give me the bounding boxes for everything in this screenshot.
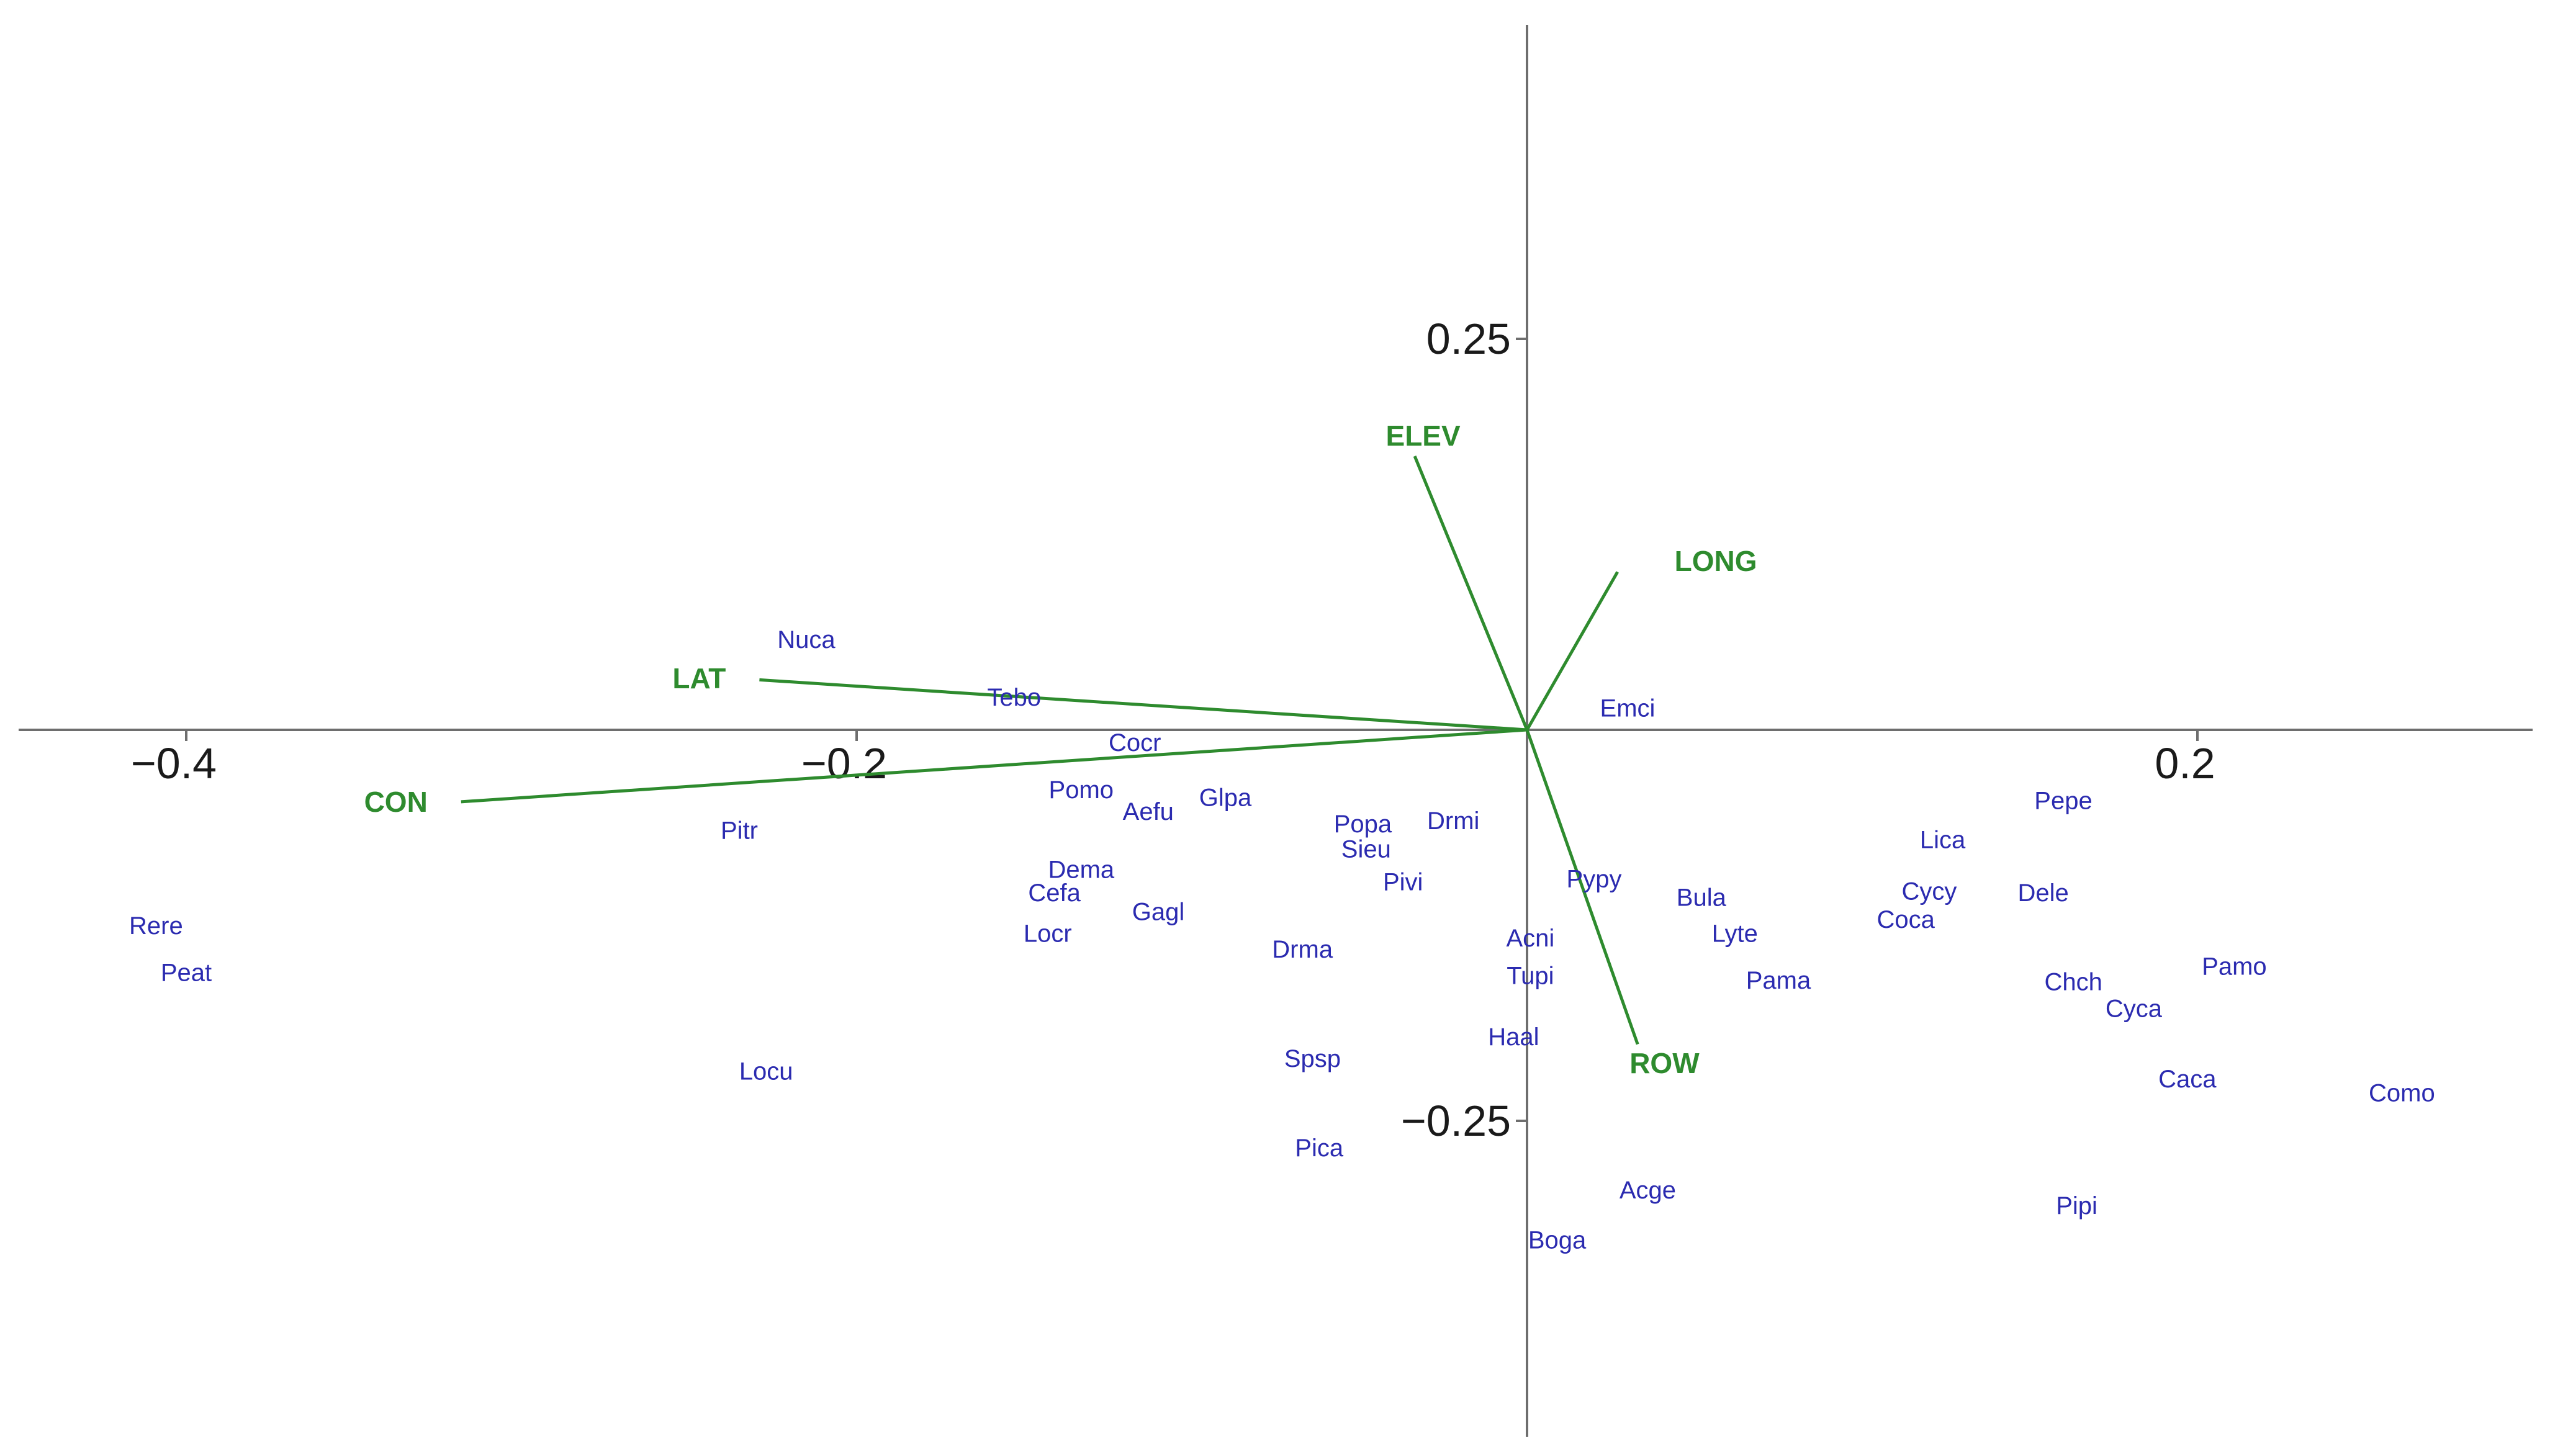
point-label-coca: Coca (1877, 906, 1935, 933)
point-label-dema: Dema (1048, 856, 1114, 883)
point-label-emci: Emci (1600, 695, 1656, 722)
point-label-pomo: Pomo (1049, 776, 1114, 804)
point-label-nuca: Nuca (777, 626, 836, 654)
point-label-acni: Acni (1506, 925, 1554, 952)
point-label-drmi: Drmi (1427, 807, 1479, 835)
arrow-label-con: CON (364, 786, 428, 818)
species-points: Nuca Tebo Emci Cocr Pomo Aefu Glpa Pitr PopaSieu… (129, 626, 2435, 1254)
point-label-pama: Pama (1746, 967, 1811, 994)
y-tick-label: 0.25 (1426, 315, 1511, 363)
point-label-pamo: Pamo (2202, 953, 2267, 981)
arrow-lat (759, 678, 1528, 732)
point-label-boga: Boga (1528, 1227, 1587, 1254)
point-label-tebo: Tebo (987, 684, 1041, 711)
arrow-elev (1413, 456, 1529, 730)
point-label-dele: Dele (2017, 879, 2068, 907)
point-label-pypy: Pypy (1567, 865, 1622, 892)
point-label-pitr: Pitr (721, 817, 758, 844)
arrows: ELEV LONG LAT CON ROW (364, 420, 1757, 1079)
point-label-haal: Haal (1488, 1023, 1539, 1051)
point-label-lyte: Lyte (1712, 920, 1758, 948)
x-tick-label: −0.2 (801, 739, 887, 788)
point-label-cefa: Cefa (1028, 879, 1081, 907)
point-label-pepe: Pepe (2034, 787, 2092, 814)
point-label-como: Como (2369, 1080, 2435, 1107)
arrow-label-lat: LAT (672, 662, 726, 694)
axes (19, 25, 2533, 1437)
x-tick-label: 0.2 (2155, 739, 2215, 788)
x-tick-label: −0.4 (131, 739, 217, 788)
point-label-gagl: Gagl (1132, 898, 1185, 925)
arrow-label-elev: ELEV (1386, 420, 1461, 452)
point-label-caca: Caca (2158, 1066, 2217, 1093)
point-label-pipi: Pipi (2056, 1192, 2097, 1220)
point-label-glpa: Glpa (1199, 784, 1252, 811)
point-label-chch: Chch (2045, 969, 2102, 996)
point-label-locu: Locu (739, 1058, 793, 1085)
point-label-sieu: Sieu (1341, 836, 1391, 863)
arrow-label-long: LONG (1675, 545, 1757, 577)
point-label-bula: Bula (1677, 884, 1727, 912)
point-label-cocr: Cocr (1109, 729, 1161, 757)
point-label-spsp: Spsp (1284, 1045, 1341, 1072)
y-tick-label: −0.25 (1401, 1097, 1511, 1145)
point-label-lica: Lica (1920, 826, 1966, 853)
point-label-pivi: Pivi (1383, 868, 1423, 896)
arrow-con (461, 728, 1528, 804)
point-label-locr: Locr (1024, 920, 1072, 948)
point-label-aefu: Aefu (1123, 798, 1174, 825)
point-label-drma: Drma (1272, 936, 1333, 963)
point-label-cyca: Cyca (2106, 995, 2163, 1023)
point-label-tupi: Tupi (1507, 963, 1554, 990)
point-label-acge: Acge (1620, 1177, 1676, 1204)
point-label-rere: Rere (129, 912, 183, 940)
point-label-popa: Popa (1334, 811, 1392, 838)
point-label-pica: Pica (1295, 1135, 1344, 1162)
point-label-peat: Peat (161, 959, 212, 987)
arrow-long (1525, 571, 1619, 731)
arrow-row (1525, 729, 1639, 1045)
point-label-cycy: Cycy (1902, 878, 1957, 906)
arrow-label-row: ROW (1629, 1047, 1700, 1079)
ticks: −0.4 −0.2 0.2 0.25 −0.25 (131, 315, 2215, 1145)
